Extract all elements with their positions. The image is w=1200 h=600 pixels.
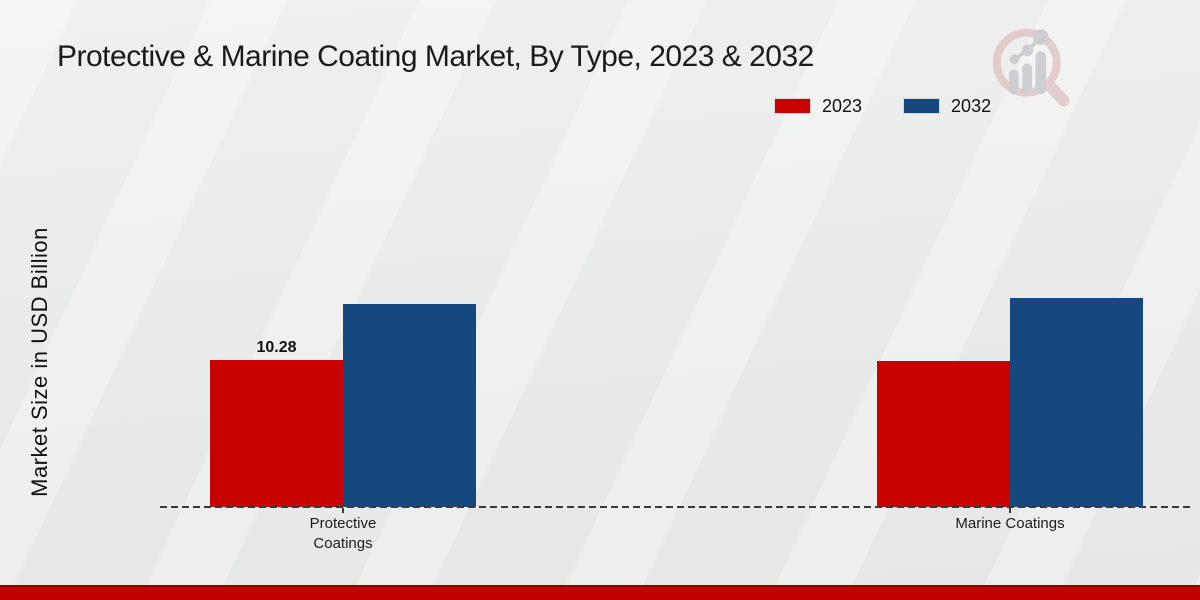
legend-swatch-icon bbox=[903, 98, 941, 114]
legend-item-2032: 2032 bbox=[903, 95, 992, 117]
bar-2032-protective-coatings bbox=[343, 304, 476, 507]
legend-label: 2032 bbox=[951, 95, 992, 116]
legend-item-2023: 2023 bbox=[774, 95, 863, 117]
chart-title: Protective & Marine Coating Market, By T… bbox=[57, 40, 814, 73]
bar-2023-marine-coatings bbox=[877, 361, 1010, 507]
legend-swatch-icon bbox=[774, 98, 811, 114]
bar-2023-protective-coatings bbox=[210, 360, 343, 507]
magnifier-bar-chart-logo-icon bbox=[992, 28, 1070, 107]
x-axis-category-label: Marine Coatings bbox=[955, 515, 1065, 532]
legend: 2023 2032 bbox=[774, 95, 1019, 117]
legend-label: 2023 bbox=[822, 95, 863, 116]
bar-value-label: 10.28 bbox=[256, 339, 297, 356]
footer-accent-bar bbox=[0, 585, 1200, 600]
x-axis-tick bbox=[342, 508, 344, 513]
x-axis-tick bbox=[1009, 508, 1011, 513]
x-axis-line bbox=[160, 506, 1194, 508]
x-axis-category-label: Protective Coatings bbox=[309, 515, 377, 553]
bar-2032-marine-coatings bbox=[1010, 298, 1143, 507]
